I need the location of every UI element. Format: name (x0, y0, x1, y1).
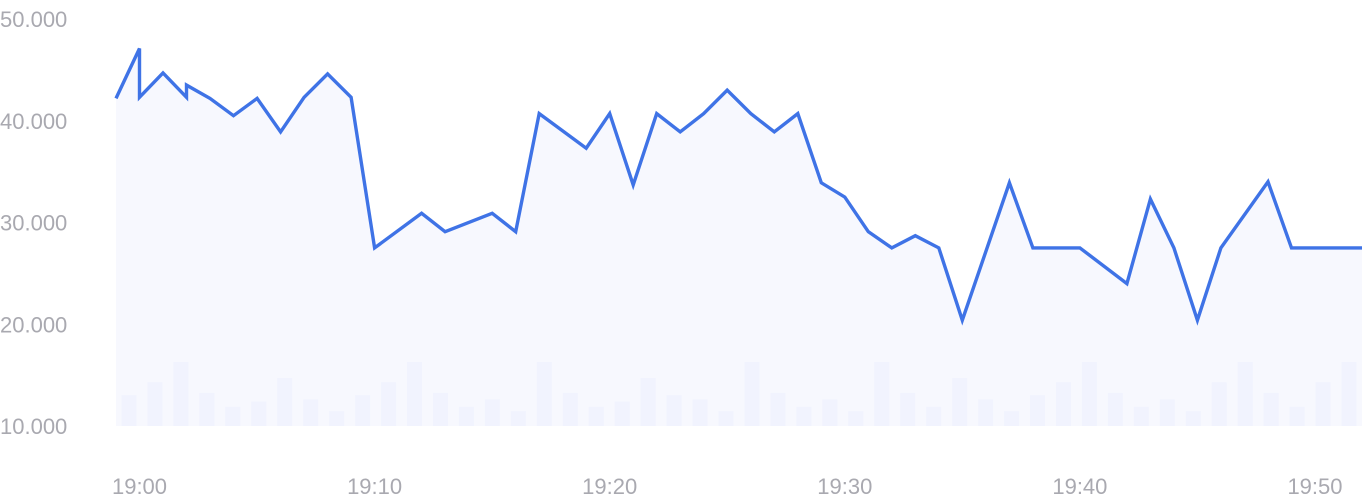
price-point (1031, 246, 1034, 249)
x-tick-label: 19:10 (347, 474, 402, 499)
price-point (867, 230, 870, 233)
y-tick-label: 30.000 (0, 211, 67, 236)
price-point (279, 130, 282, 133)
price-point (185, 96, 188, 99)
price-point (1055, 246, 1058, 249)
price-point (1314, 246, 1317, 249)
price-point (326, 72, 329, 75)
price-point (655, 112, 658, 115)
price-point (514, 230, 517, 233)
price-point (914, 234, 917, 237)
price-point (1196, 319, 1199, 322)
price-point (491, 212, 494, 215)
price-point (726, 89, 729, 92)
price-point (749, 112, 752, 115)
price-point (632, 183, 635, 186)
x-tick-label: 19:40 (1052, 474, 1107, 499)
price-point (1172, 246, 1175, 249)
price-point (444, 230, 447, 233)
price-point (115, 97, 118, 100)
price-point (256, 97, 259, 100)
price-point (1219, 246, 1222, 249)
y-tick-label: 40.000 (0, 109, 67, 134)
price-point (303, 96, 306, 99)
price-point (937, 246, 940, 249)
price-point (890, 246, 893, 249)
x-tick-label: 19:50 (1287, 474, 1342, 499)
price-point (1290, 246, 1293, 249)
price-point (232, 114, 235, 117)
price-point (185, 84, 188, 87)
price-point (1078, 246, 1081, 249)
price-point (820, 181, 823, 184)
price-point (1008, 181, 1011, 184)
price-line (114, 47, 1362, 326)
price-point (1149, 198, 1152, 201)
price-point (796, 112, 799, 115)
price-point (350, 96, 353, 99)
price-point (138, 47, 141, 50)
price-point (1267, 180, 1270, 183)
price-point (373, 246, 376, 249)
price-point (1125, 282, 1128, 285)
price-point (773, 130, 776, 133)
price-point (138, 96, 141, 99)
y-axis: 10.000 20.000 30.000 40.000 50.000 (0, 7, 67, 439)
price-point (420, 212, 423, 215)
price-point (843, 196, 846, 199)
price-point (702, 112, 705, 115)
y-tick-label: 20.000 (0, 312, 67, 337)
y-tick-label: 10.000 (0, 414, 67, 439)
price-point (162, 71, 165, 74)
price-point (961, 319, 964, 322)
y-tick-label: 50.000 (0, 7, 67, 32)
price-point (209, 97, 212, 100)
x-axis: 19:00 19:10 19:20 19:30 19:40 19:50 (112, 474, 1343, 499)
price-point (1361, 246, 1364, 249)
x-tick-label: 19:00 (112, 474, 167, 499)
price-area-fill (116, 48, 1362, 426)
price-point (679, 130, 682, 133)
x-tick-label: 19:30 (817, 474, 872, 499)
price-point (538, 112, 541, 115)
price-point (608, 112, 611, 115)
price-point (585, 147, 588, 150)
x-tick-label: 19:20 (582, 474, 637, 499)
